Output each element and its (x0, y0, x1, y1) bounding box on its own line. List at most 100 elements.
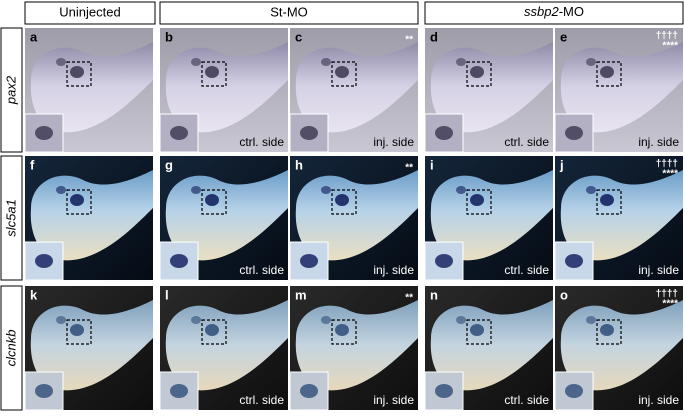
inset-stain (435, 126, 453, 140)
stain (205, 194, 219, 206)
inset (289, 371, 329, 411)
panel-letter: o (560, 287, 568, 302)
stain (56, 58, 66, 66)
stain (456, 58, 466, 66)
side-label: ctrl. side (504, 393, 549, 407)
inset-stain (300, 254, 318, 268)
row-label-box (0, 27, 23, 153)
panel: m inj. side ** (289, 286, 418, 411)
stain (56, 186, 66, 194)
dagger-mark: †††† (656, 289, 678, 300)
panel-letter: h (295, 157, 303, 172)
region-box (596, 319, 622, 345)
inset-stain (170, 126, 188, 140)
panel-letter: k (30, 287, 38, 302)
region-box (596, 189, 622, 215)
inset-stain (35, 254, 53, 268)
side-label: ctrl. side (504, 263, 549, 277)
inset-stain (300, 126, 318, 140)
panel: f (24, 156, 153, 281)
region-box (466, 189, 492, 215)
panel: g ctrl. side (159, 156, 288, 281)
panel: o inj. side ††††**** (554, 286, 683, 411)
stain (335, 194, 349, 206)
stain (321, 58, 331, 66)
row: clcnkb k l ctrl. side m inj. side ** n ctrl. sid… (0, 285, 683, 411)
region-box (331, 189, 357, 215)
region-box (201, 319, 227, 345)
header-label: St-MO (270, 4, 308, 19)
stain (70, 324, 84, 336)
side-label: inj. side (373, 263, 414, 277)
side-label: ctrl. side (239, 135, 284, 149)
side-label: ctrl. side (239, 263, 284, 277)
panel-letter: a (30, 29, 38, 44)
stain (470, 66, 484, 78)
inset-stain (435, 254, 453, 268)
header-box (159, 1, 419, 25)
header-box (424, 1, 684, 25)
row-label: clcnkb (3, 330, 18, 367)
region-box (66, 189, 92, 215)
inset (24, 241, 64, 281)
stain (335, 66, 349, 78)
panel: h inj. side ** (289, 156, 418, 281)
side-label: inj. side (638, 393, 679, 407)
region-box (66, 61, 92, 87)
region-box (201, 61, 227, 87)
stain (456, 186, 466, 194)
panel-letter: n (430, 287, 438, 302)
significance-mark: ** (405, 293, 413, 304)
significance-mark: **** (662, 169, 678, 180)
row-label-box (0, 155, 23, 281)
significance-mark: **** (662, 299, 678, 310)
dagger-mark: †††† (656, 159, 678, 170)
region-box (596, 61, 622, 87)
stain (600, 324, 614, 336)
inset-stain (565, 254, 583, 268)
stain (456, 316, 466, 324)
header: Uninjected St-MO ssbp2-MO (24, 1, 684, 25)
row-label: pax2 (3, 75, 18, 105)
panel: j inj. side ††††**** (554, 156, 683, 281)
header-label: ssbp2-MO (524, 4, 584, 19)
panel: a (24, 28, 153, 153)
stain (586, 186, 596, 194)
panel: c inj. side ** (289, 28, 418, 153)
stain (470, 194, 484, 206)
panel-letter: l (165, 287, 169, 302)
side-label: inj. side (373, 135, 414, 149)
panel: l ctrl. side (159, 286, 288, 411)
significance-mark: ** (405, 163, 413, 174)
panel-letter: e (560, 29, 567, 44)
stain (321, 186, 331, 194)
header-suffix: -MO (559, 4, 584, 19)
panel: b ctrl. side (159, 28, 288, 153)
stain (205, 324, 219, 336)
inset-stain (35, 384, 53, 398)
row: slc5a1 f g ctrl. side h inj. side ** i ctrl. sid… (0, 155, 683, 281)
region-box (331, 61, 357, 87)
panel-letter: i (430, 157, 434, 172)
side-label: ctrl. side (239, 393, 284, 407)
panel: k (24, 286, 153, 411)
stain (586, 58, 596, 66)
row-label-box (0, 285, 23, 411)
panel-letter: b (165, 29, 173, 44)
panel-letter: c (295, 29, 302, 44)
stain (321, 316, 331, 324)
inset-stain (300, 384, 318, 398)
inset-stain (565, 384, 583, 398)
panel-letter: g (165, 157, 173, 172)
stain (600, 66, 614, 78)
side-label: ctrl. side (504, 135, 549, 149)
region-box (466, 319, 492, 345)
side-label: inj. side (373, 393, 414, 407)
stain (586, 316, 596, 324)
region-box (331, 319, 357, 345)
side-label: inj. side (638, 135, 679, 149)
side-label: inj. side (638, 263, 679, 277)
header-box (24, 1, 156, 25)
panel: n ctrl. side (424, 286, 553, 411)
